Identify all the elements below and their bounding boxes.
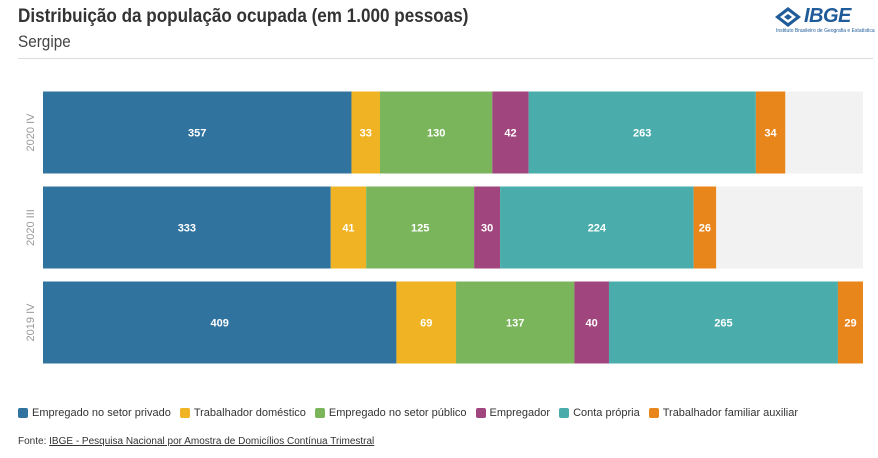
data-label: 224 <box>588 223 607 235</box>
legend-item[interactable]: Empregado no setor privado <box>18 407 171 419</box>
data-label: 26 <box>699 223 711 235</box>
legend-item[interactable]: Trabalhador familiar auxiliar <box>649 407 798 419</box>
legend-label: Trabalhador doméstico <box>194 407 306 419</box>
legend-item[interactable]: Empregador <box>476 407 551 419</box>
legend-label: Conta própria <box>573 407 640 419</box>
data-label: 263 <box>633 128 651 140</box>
legend-swatch <box>180 408 190 418</box>
legend-swatch <box>18 408 28 418</box>
data-label: 41 <box>342 223 354 235</box>
legend-swatch <box>649 408 659 418</box>
data-label: 130 <box>427 128 445 140</box>
data-label: 69 <box>420 318 432 330</box>
category-label: 2019 IV <box>25 303 37 342</box>
data-label: 125 <box>411 223 429 235</box>
data-label: 409 <box>211 318 229 330</box>
category-label: 2020 IV <box>25 113 37 152</box>
legend-item[interactable]: Conta própria <box>559 407 640 419</box>
chart-subtitle: Sergipe <box>18 32 71 52</box>
data-label: 333 <box>178 223 196 235</box>
data-label: 137 <box>506 318 524 330</box>
ibge-logo-icon <box>774 6 802 28</box>
legend-item[interactable]: Empregado no setor público <box>315 407 467 419</box>
data-label: 357 <box>188 128 206 140</box>
ibge-logo-subtext: Instituto Brasileiro de Geografia e Esta… <box>776 28 875 34</box>
stacked-bar-chart: 2020 IV 357 33 130 42 263 34 2020 III 333 41 125 30… <box>0 80 878 390</box>
data-label: 42 <box>504 128 516 140</box>
category-label: 2020 III <box>25 209 37 246</box>
ibge-logo[interactable]: IBGE Instituto Brasileiro de Geografia e… <box>774 6 874 38</box>
legend-label: Trabalhador familiar auxiliar <box>663 407 798 419</box>
ibge-logo-text: IBGE <box>804 5 851 28</box>
legend-item[interactable]: Trabalhador doméstico <box>180 407 306 419</box>
legend-swatch <box>476 408 486 418</box>
data-label: 40 <box>586 318 598 330</box>
chart-legend: Empregado no setor privado Trabalhador do… <box>18 407 798 419</box>
data-label: 33 <box>360 128 372 140</box>
legend-label: Empregado no setor público <box>329 407 467 419</box>
legend-swatch <box>559 408 569 418</box>
data-label: 30 <box>481 223 493 235</box>
data-label: 265 <box>714 318 732 330</box>
header-divider <box>18 58 873 59</box>
data-label: 34 <box>764 128 777 140</box>
source-prefix: Fonte: <box>18 436 49 447</box>
legend-label: Empregado no setor privado <box>32 407 171 419</box>
source-note: Fonte: IBGE - Pesquisa Nacional por Amos… <box>18 436 374 447</box>
source-link[interactable]: IBGE - Pesquisa Nacional por Amostra de … <box>49 436 374 447</box>
data-label: 29 <box>844 318 856 330</box>
chart-title: Distribuição da população ocupada (em 1.… <box>18 6 468 28</box>
legend-swatch <box>315 408 325 418</box>
legend-label: Empregador <box>490 407 551 419</box>
